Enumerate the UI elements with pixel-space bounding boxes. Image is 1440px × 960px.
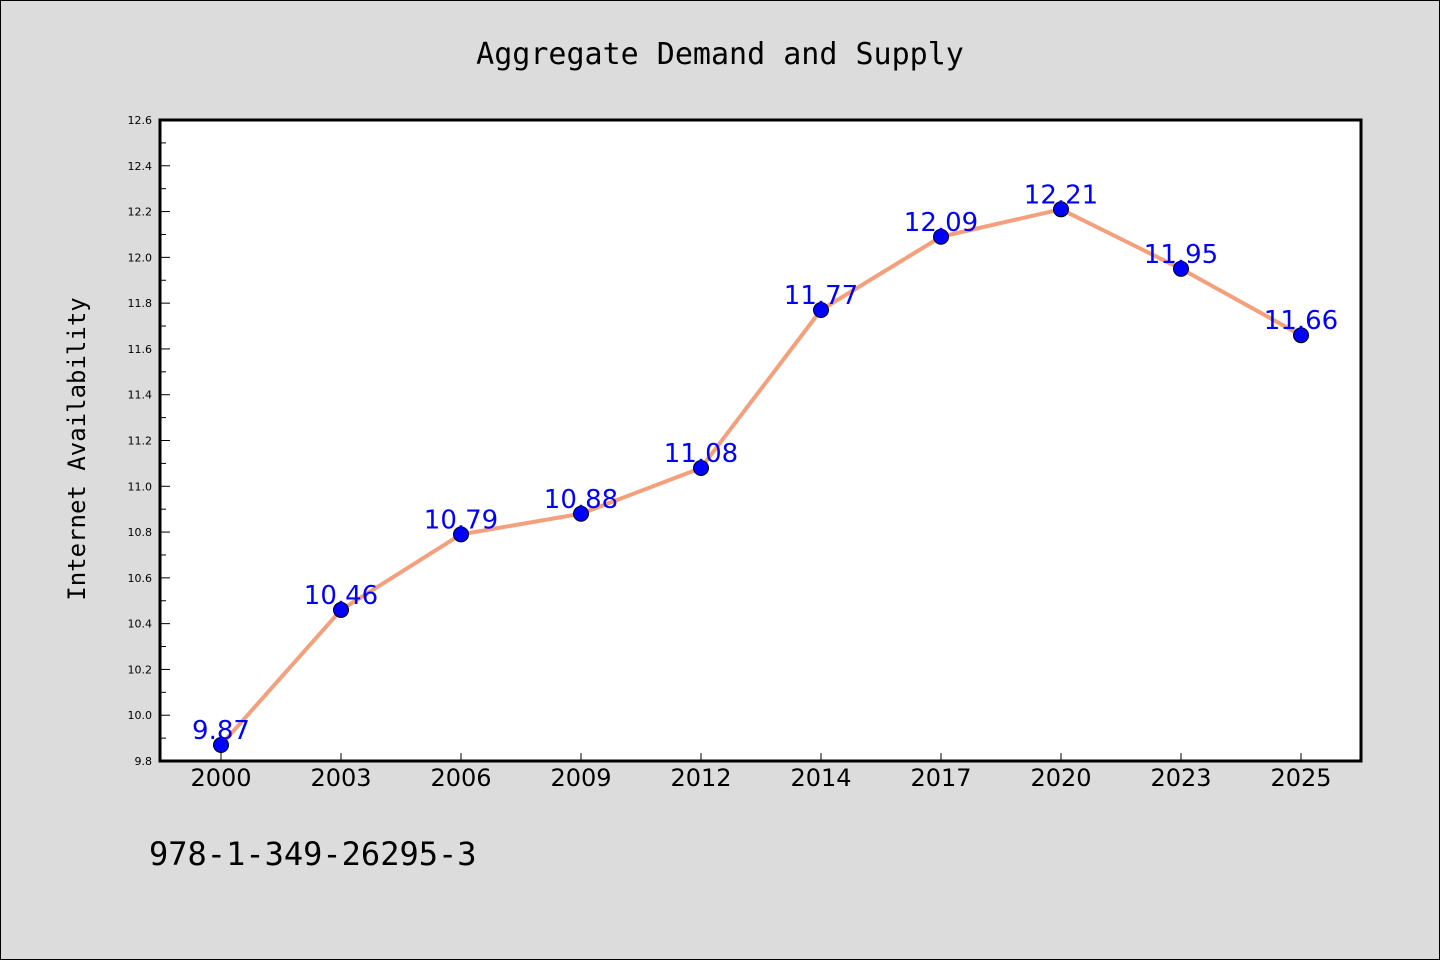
y-axis-ticks: 9.8 10.0 10.2 10.4 10.6 10.8 11.0 11.2 11.4 11.6 1… <box>128 114 170 768</box>
y-tick-label: 9.8 <box>135 755 153 768</box>
y-tick-label: 11.2 <box>128 435 153 448</box>
x-axis-ticks: 2000 2003 2006 2009 2012 2014 2017 2020 2023 2025 <box>190 753 1332 792</box>
data-label: 10.88 <box>544 485 618 515</box>
y-tick-label: 11.6 <box>128 343 153 356</box>
series-line <box>219 207 1303 747</box>
data-point <box>213 736 229 753</box>
data-point <box>1053 201 1069 218</box>
data-label: 11.95 <box>1144 240 1218 270</box>
x-tick-label: 2003 <box>310 764 371 792</box>
data-label: 11.08 <box>664 439 738 469</box>
data-label: 11.66 <box>1264 306 1338 336</box>
data-point <box>1293 327 1309 344</box>
y-tick-label: 10.2 <box>128 663 153 676</box>
y-tick-label: 12.4 <box>128 160 153 173</box>
chart-title: Aggregate Demand and Supply <box>476 37 964 72</box>
data-point <box>693 459 709 476</box>
x-tick-label: 2020 <box>1030 764 1091 792</box>
x-tick-label: 2006 <box>430 764 491 792</box>
data-label: 9.87 <box>192 716 250 746</box>
data-label: 12.09 <box>904 208 978 238</box>
x-tick-label: 2025 <box>1270 764 1331 792</box>
y-tick-label: 11.8 <box>128 297 153 310</box>
data-label: 10.46 <box>304 581 378 611</box>
plot-area <box>158 118 1363 763</box>
series-group: 9.87 10.46 10.79 10.88 11.08 11.77 12.09 12.21 1… <box>192 180 1338 753</box>
x-tick-label: 2017 <box>910 764 971 792</box>
y-tick-label: 11.4 <box>128 389 153 402</box>
y-tick-label: 10.4 <box>128 618 153 631</box>
data-label: 10.79 <box>424 505 498 535</box>
x-tick-label: 2000 <box>190 764 251 792</box>
y-tick-label: 12.0 <box>128 251 153 264</box>
y-tick-label: 10.8 <box>128 526 153 539</box>
y-tick-label: 12.2 <box>128 206 153 219</box>
data-point <box>573 505 589 522</box>
data-point <box>813 302 829 319</box>
y-tick-label: 11.0 <box>128 480 153 493</box>
data-label: 12.21 <box>1024 180 1098 210</box>
y-tick-label: 12.6 <box>128 114 153 127</box>
data-point <box>453 526 469 543</box>
y-tick-label: 10.0 <box>128 709 153 722</box>
data-label: 11.77 <box>784 281 858 311</box>
y-tick-label: 10.6 <box>128 572 153 585</box>
x-tick-label: 2012 <box>670 764 731 792</box>
x-tick-label: 2009 <box>550 764 611 792</box>
data-point <box>933 228 949 245</box>
x-tick-label: 2014 <box>790 764 851 792</box>
data-point <box>333 601 349 618</box>
y-axis-label: Internet Availability <box>63 297 91 600</box>
data-point <box>1173 260 1189 277</box>
x-tick-label: 2023 <box>1150 764 1211 792</box>
isbn-text: 978-1-349-26295-3 <box>149 835 477 873</box>
